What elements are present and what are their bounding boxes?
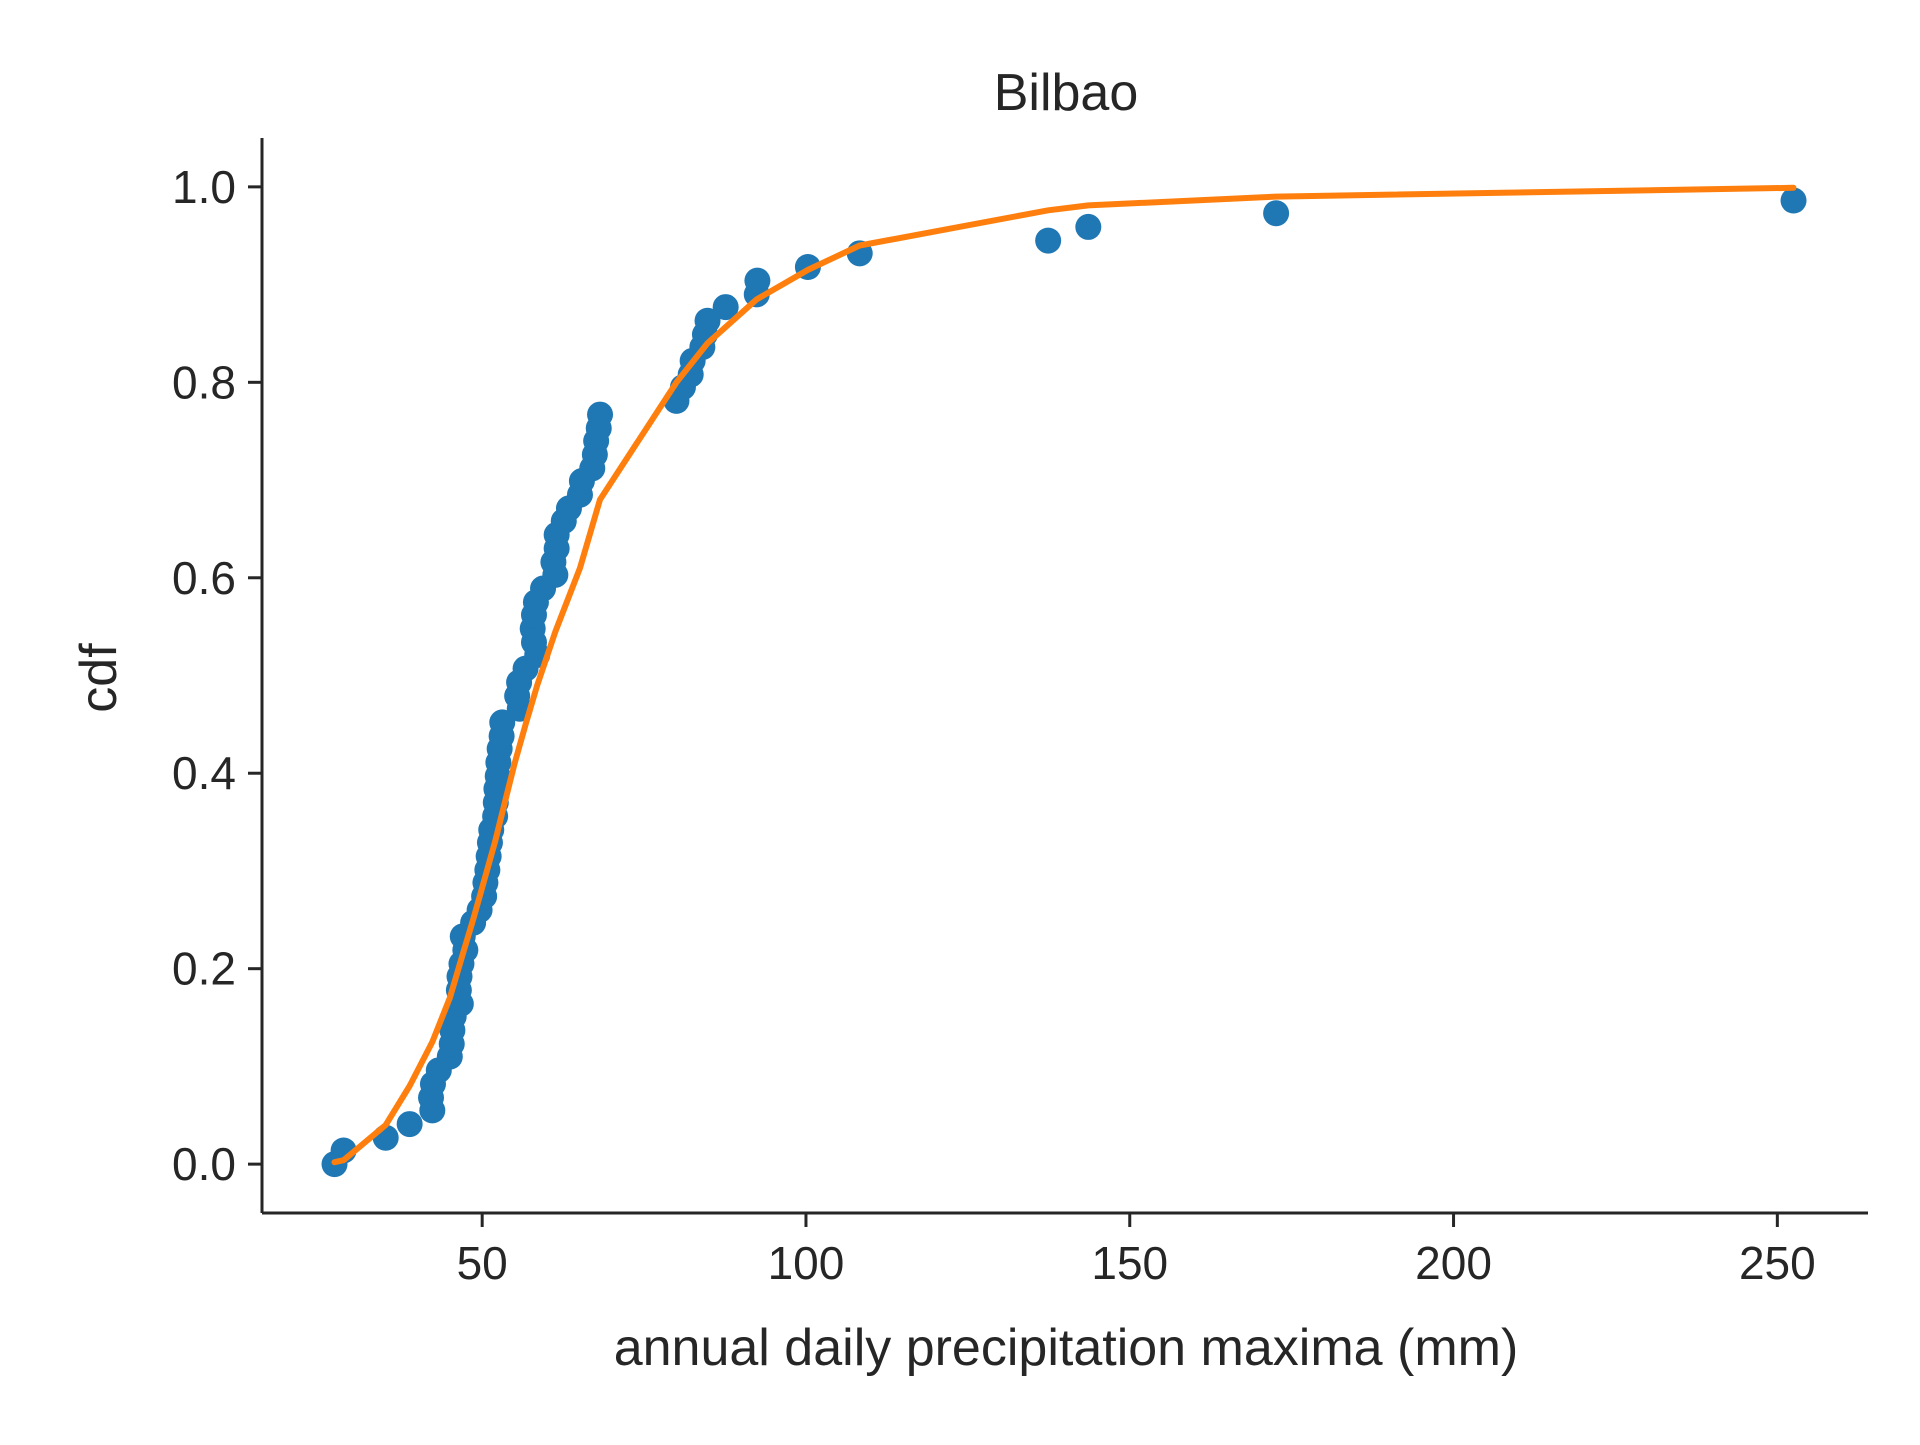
empirical-cdf-point bbox=[587, 401, 614, 428]
y-axis-label: cdf bbox=[70, 643, 128, 713]
x-tick-label: 150 bbox=[1091, 1237, 1168, 1289]
empirical-cdf-point bbox=[1780, 187, 1807, 214]
empirical-cdf-point bbox=[1035, 227, 1062, 254]
y-tick-label: 1.0 bbox=[172, 161, 236, 213]
x-axis-label: annual daily precipitation maxima (mm) bbox=[614, 1319, 1519, 1377]
plot-area: 50 100 150 200 250 0.0 0.2 0.4 0.6 0.8 1.0 bbox=[172, 138, 1868, 1289]
x-tick-label: 50 bbox=[457, 1237, 508, 1289]
y-tick-label: 0.8 bbox=[172, 356, 236, 408]
y-tick-label: 0.0 bbox=[172, 1138, 236, 1190]
chart-title: Bilbao bbox=[994, 64, 1139, 122]
empirical-cdf-point bbox=[1263, 200, 1290, 227]
empirical-cdf-point bbox=[1075, 213, 1102, 240]
empirical-cdf-point bbox=[694, 307, 721, 334]
x-tick-label: 250 bbox=[1739, 1237, 1816, 1289]
x-tick-label: 200 bbox=[1415, 1237, 1492, 1289]
x-tick-label: 100 bbox=[768, 1237, 845, 1289]
y-tick-label: 0.6 bbox=[172, 552, 236, 604]
empirical-cdf-point bbox=[396, 1111, 423, 1138]
empirical-cdf-point bbox=[712, 294, 739, 321]
empirical-cdf-point bbox=[489, 709, 516, 736]
y-tick-label: 0.4 bbox=[172, 747, 236, 799]
y-tick-label: 0.2 bbox=[172, 943, 236, 995]
empirical-cdf-point bbox=[744, 267, 771, 294]
fitted-cdf-line bbox=[331, 184, 1797, 1166]
